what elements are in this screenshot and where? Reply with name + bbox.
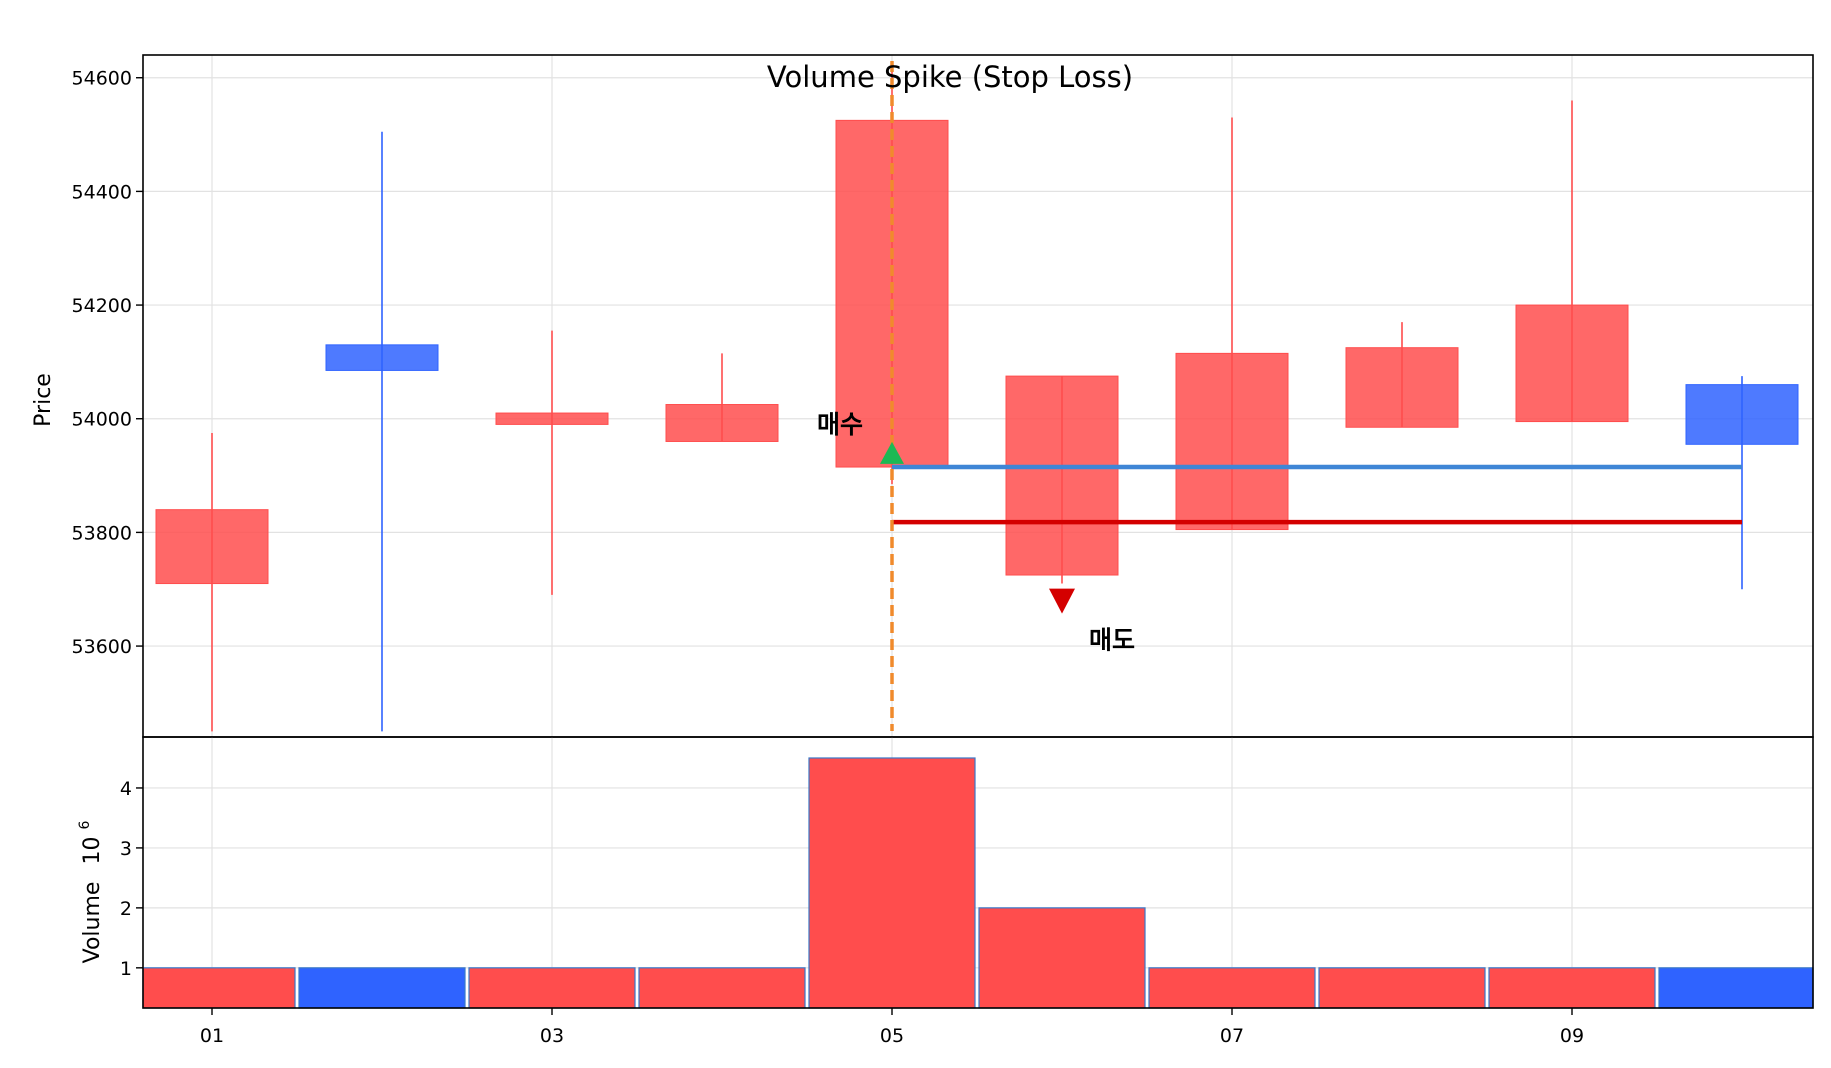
candle-body [495,412,609,425]
candle-body [1345,347,1459,428]
candle-body [1685,384,1799,445]
price-y-ticks: 53600 53800 54000 54200 54400 54600 [72,68,143,658]
volume-bar [298,967,466,1009]
volume-y-tick-label: 1 [120,958,132,980]
volume-y-ticks: 1 2 3 4 [120,778,143,980]
price-y-tick-label: 54600 [72,68,132,90]
volume-bar [978,907,1146,1009]
price-y-tick-label: 54000 [72,409,132,431]
sell-marker-icon [1049,588,1075,614]
volume-y-tick-label: 2 [120,898,132,920]
price-marks [155,61,1799,732]
price-y-tick-label: 53800 [72,522,132,544]
volume-bar [468,967,636,1009]
candle-body [325,344,439,371]
volume-panel-frame [142,736,1814,1009]
price-y-tick-label: 54200 [72,295,132,317]
volume-axis-label: Volume 10 6 [77,821,105,964]
volume-axis-label-group: Volume 10 6 [77,821,105,964]
volume-bar [1318,967,1486,1009]
price-y-tick-label: 54400 [72,181,132,203]
candle-body [665,404,779,442]
volume-bar [1658,967,1814,1009]
volume-bar [142,967,296,1009]
price-axis-label: Price [31,373,56,427]
chart-title: Volume Spike (Stop Loss) [767,60,1133,94]
x-tick-label: 07 [1220,1025,1244,1047]
candle-body [1005,375,1119,576]
volume-label-text: Volume [80,882,105,964]
volume-bar [1488,967,1656,1009]
volume-bars [142,757,1814,1009]
x-tick-label: 03 [540,1025,564,1047]
volume-y-tick-label: 3 [120,838,132,860]
volume-bar [638,967,806,1009]
candle-body [1515,304,1629,423]
buy-annotation: 매수 [817,410,863,439]
x-ticks: 01 03 05 07 09 [200,1008,1584,1047]
x-tick-label: 05 [880,1025,904,1047]
buy-marker-icon [880,441,904,464]
volume-exponent-power: 6 [77,821,93,830]
price-y-tick-label: 53600 [72,636,132,658]
volume-exponent-base: 10 [80,837,105,865]
sell-annotation: 매도 [1089,626,1135,655]
x-tick-label: 01 [200,1025,224,1047]
volume-y-tick-label: 4 [120,778,132,800]
volume-bar [1148,967,1316,1009]
volume-bar [808,757,976,1009]
x-tick-label: 09 [1560,1025,1584,1047]
candle-body [1175,352,1289,531]
candle-body [155,509,269,585]
